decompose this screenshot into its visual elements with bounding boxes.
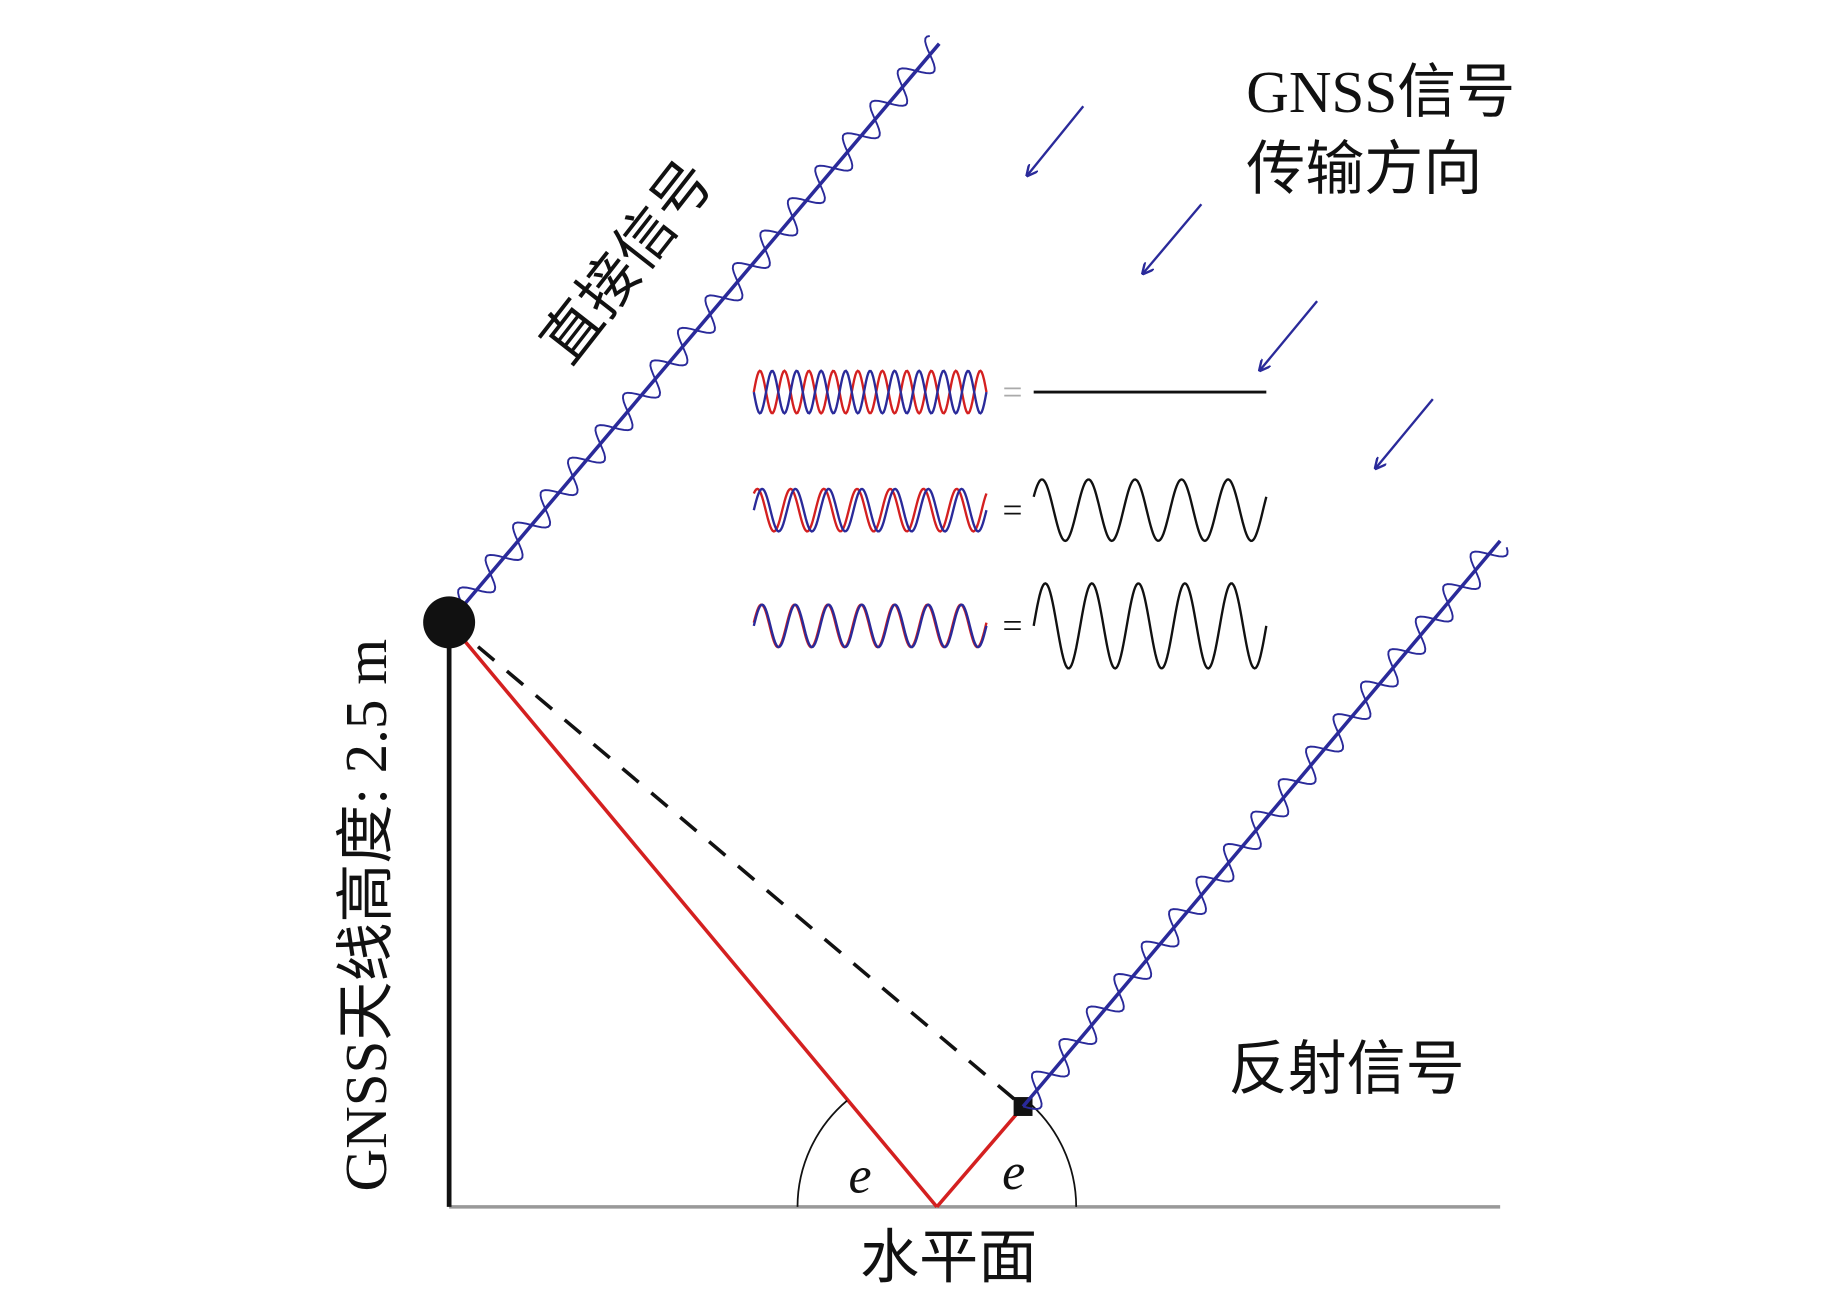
equals-sign: = <box>1002 606 1022 646</box>
input-wave <box>752 369 988 415</box>
reflected-signal-label: 反射信号 <box>1229 1036 1465 1102</box>
result-wave <box>1032 478 1268 543</box>
input-wave <box>752 369 988 415</box>
direction-arrow <box>1376 398 1434 467</box>
signal-wave <box>448 34 936 626</box>
signal-wave <box>1022 547 1509 1110</box>
direction-label: GNSS信号 <box>1246 59 1515 125</box>
direction-label: 传输方向 <box>1246 136 1482 202</box>
direct-signal-label: 直接信号 <box>528 148 725 375</box>
angle-label: e <box>1002 1144 1025 1201</box>
direction-arrow <box>1028 105 1085 174</box>
direction-arrow <box>1260 300 1319 369</box>
horizontal-plane-label: 水平面 <box>860 1225 1037 1291</box>
antenna-height-label: GNSS天线高度: 2.5 m <box>333 639 399 1192</box>
equals-sign: = <box>1002 372 1022 412</box>
decoration <box>446 105 1501 1209</box>
reflected-path <box>447 621 939 1209</box>
angle-arc <box>796 1099 848 1207</box>
input-wave <box>752 603 988 649</box>
input-wave <box>752 487 988 533</box>
signal-axis <box>447 42 941 624</box>
result-wave <box>1032 582 1268 670</box>
antenna <box>423 596 476 649</box>
signal-axis <box>1021 539 1502 1108</box>
reflected-path <box>935 1105 1025 1209</box>
angle-arc <box>1026 1099 1078 1207</box>
angle-label: e <box>849 1148 872 1205</box>
equals-sign: = <box>1002 490 1022 530</box>
path-difference <box>447 620 1025 1108</box>
direction-arrow <box>1144 203 1203 272</box>
